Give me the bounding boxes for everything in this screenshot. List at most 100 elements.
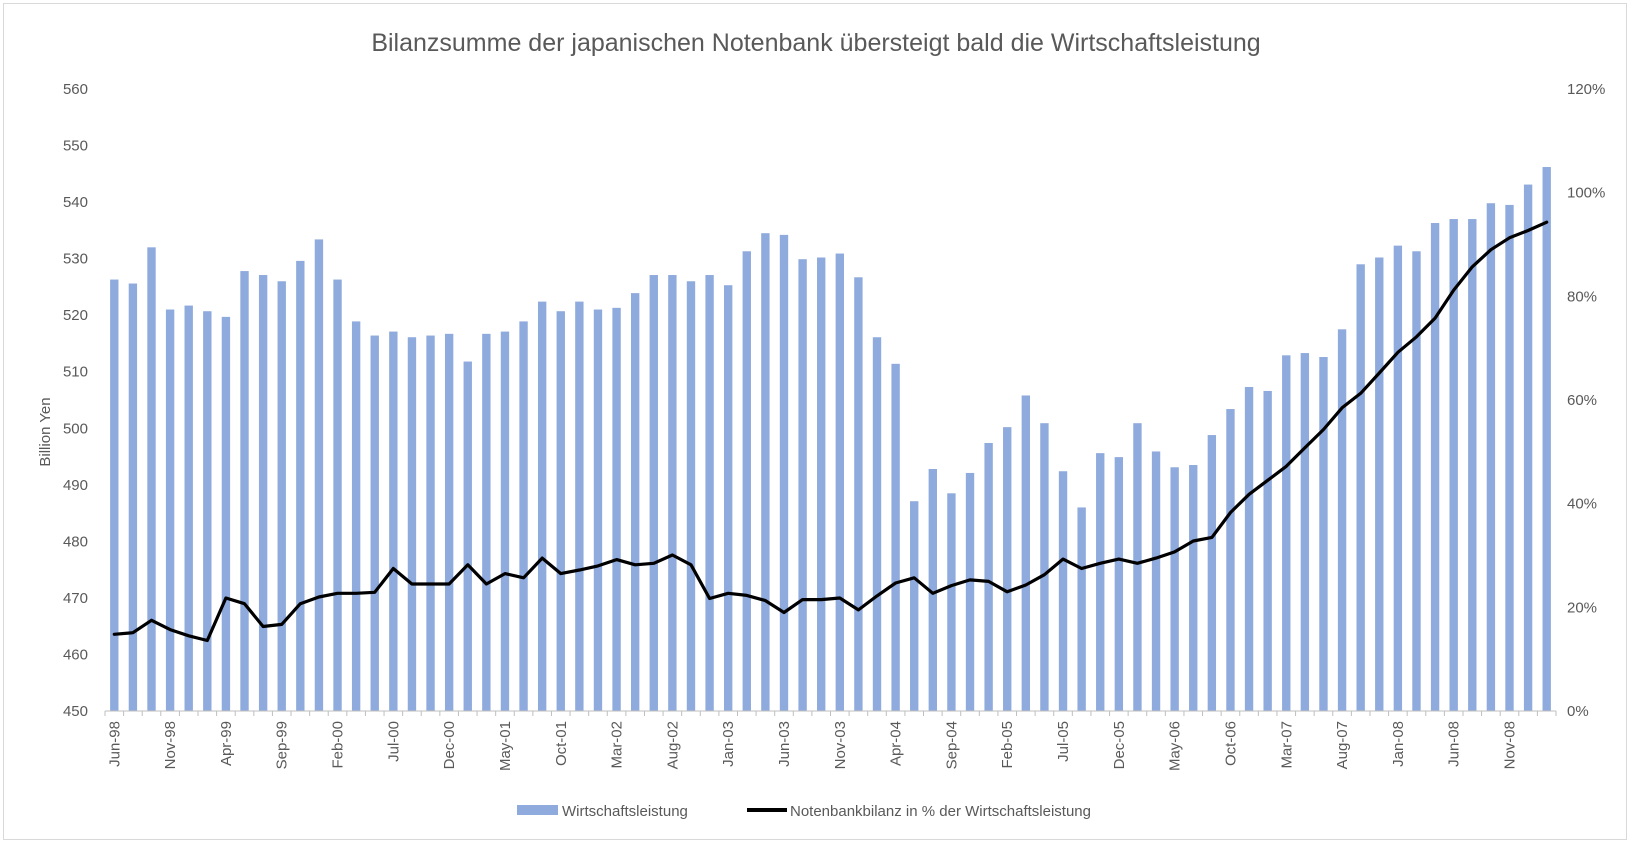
x-tick-label: Apr-04 [888, 721, 905, 766]
bar [444, 333, 454, 711]
y-tick-label: 460 [63, 646, 88, 663]
bar [910, 501, 919, 711]
x-tick-label: Mar-07 [1278, 721, 1295, 769]
x-tick-label: Mar-02 [609, 721, 626, 769]
bar [147, 247, 156, 711]
y-tick-label: 480 [63, 533, 88, 550]
y-tick-label: 520 [63, 307, 88, 324]
bar [965, 472, 975, 711]
y2-tick-label: 0% [1567, 703, 1589, 720]
y2-tick-label: 80% [1567, 288, 1597, 305]
y-axis-label: Billion Yen [37, 397, 54, 466]
x-tick-label: Aug-02 [664, 721, 681, 769]
bar [1189, 465, 1198, 711]
x-tick-label: Aug-07 [1334, 721, 1351, 769]
x-tick-label: Jan-03 [720, 721, 737, 767]
bar [296, 260, 305, 711]
bar [1430, 223, 1440, 711]
bar [1263, 390, 1272, 711]
bar [519, 321, 528, 711]
y2-tick-label: 20% [1567, 599, 1597, 616]
bar [203, 311, 212, 711]
bar [1077, 507, 1086, 711]
bar-series-wirtschaftsleistung [110, 167, 1551, 712]
bar [1040, 423, 1049, 711]
bar [1282, 355, 1291, 711]
bar [1021, 395, 1031, 711]
right-axis-ticks: 0% 20% 40% 60% 80% 100% 120% [1567, 81, 1605, 720]
bar [1523, 184, 1533, 711]
bar [407, 337, 417, 711]
bar [947, 493, 956, 711]
bar [1114, 457, 1124, 711]
y-tick-label: 490 [63, 477, 88, 494]
bar [1170, 467, 1179, 711]
bar [1505, 204, 1514, 711]
bar [872, 337, 882, 711]
bar [463, 361, 472, 711]
x-tick-label: Dec-00 [441, 721, 458, 769]
legend-bar-swatch [517, 805, 558, 815]
bar [1319, 357, 1328, 711]
bar [426, 335, 435, 711]
bar [668, 275, 677, 711]
x-tick-label: Jun-98 [106, 721, 123, 767]
bar [165, 309, 175, 711]
x-tick-label: Nov-98 [162, 721, 179, 769]
x-tick-label: Dec-05 [1111, 721, 1128, 769]
bar [1375, 257, 1384, 711]
x-tick-label: May-01 [497, 721, 514, 771]
bar [537, 301, 547, 711]
y-tick-label: 510 [63, 364, 88, 381]
x-tick-label: Jun-08 [1446, 721, 1463, 767]
x-tick-label: Jun-03 [776, 721, 793, 767]
bar [1058, 471, 1068, 711]
bar [1300, 353, 1310, 711]
line-path [112, 220, 1549, 643]
bar [1412, 251, 1421, 711]
bar [184, 305, 193, 711]
x-tick-label: Sep-99 [274, 721, 291, 769]
bar [482, 333, 491, 711]
x-tick-label: Jan-08 [1390, 721, 1407, 767]
bar [128, 283, 138, 711]
x-tick-label: Jul-05 [1055, 721, 1072, 762]
bar [742, 251, 751, 711]
y2-tick-label: 100% [1567, 185, 1605, 202]
bar [779, 234, 789, 711]
x-axis-ticks: Jun-98 Nov-98 Apr-99 Sep-99 Feb-00 Jul-00 Dec-… [104, 711, 1557, 771]
bar [351, 321, 361, 711]
bar [500, 331, 510, 711]
bar [370, 335, 379, 711]
x-tick-label: Feb-00 [330, 721, 347, 769]
line-series-notenbankbilanz [112, 220, 1549, 643]
left-axis-ticks: 450 460 470 480 490 500 510 520 530 540 550 560 [63, 81, 88, 720]
bar [686, 281, 696, 711]
x-tick-label: Oct-01 [553, 721, 570, 766]
bar [724, 285, 733, 711]
x-tick-label: Oct-06 [1222, 721, 1239, 766]
bar [593, 309, 603, 711]
x-tick-label: Nov-03 [832, 721, 849, 769]
x-tick-label: May-06 [1167, 721, 1184, 771]
bar [891, 363, 900, 711]
bar [1468, 219, 1477, 711]
bar [277, 281, 286, 711]
bar [258, 275, 268, 711]
bar [221, 316, 231, 711]
bar [556, 311, 565, 711]
x-tick-label: Sep-04 [943, 721, 960, 769]
bar [1003, 427, 1012, 711]
chart-frame [3, 3, 1627, 840]
bar [1449, 219, 1458, 711]
bar [1133, 423, 1142, 711]
chart-title: Bilanzsumme der japanischen Notenbank üb… [371, 29, 1260, 57]
y-tick-label: 540 [63, 194, 88, 211]
x-tick-label: Jul-00 [385, 721, 402, 762]
y2-tick-label: 120% [1567, 81, 1605, 98]
x-tick-label: Nov-08 [1501, 721, 1518, 769]
legend-label-notenbankbilanz: Notenbankbilanz in % der Wirtschaftsleis… [790, 803, 1091, 820]
bar [1244, 386, 1254, 711]
bar [1356, 264, 1365, 711]
